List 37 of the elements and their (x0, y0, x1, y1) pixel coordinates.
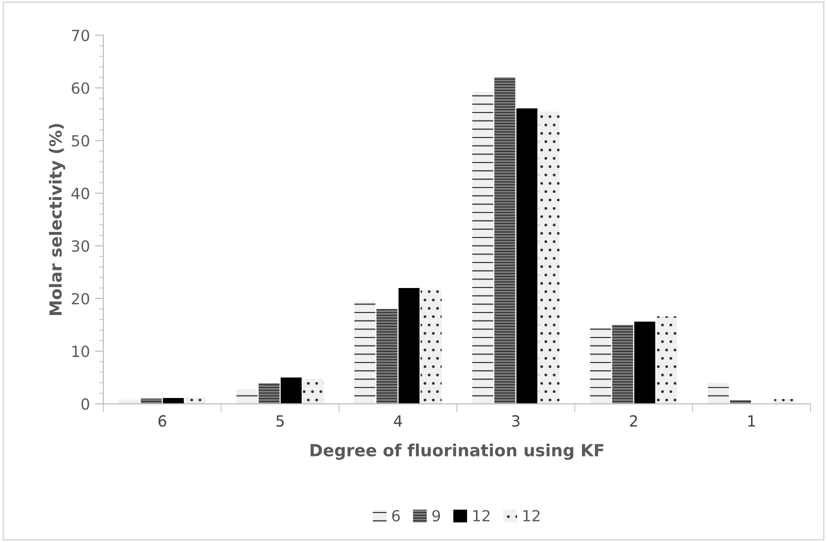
x-tick-label: 4 (394, 415, 402, 427)
legend-label: 6 (392, 510, 400, 522)
bar (494, 77, 516, 404)
bar (236, 389, 258, 404)
legend-label: 12 (523, 510, 540, 522)
bar (398, 288, 420, 404)
x-tick-label: 3 (512, 415, 520, 427)
x-tick-label: 1 (748, 415, 755, 427)
y-tick-label: 10 (72, 346, 90, 358)
y-tick-label: 70 (72, 30, 90, 42)
y-tick-label: 40 (71, 188, 90, 200)
bar (258, 383, 280, 404)
bar (634, 322, 656, 404)
y-tick-label: 30 (72, 240, 90, 252)
bar (538, 112, 560, 404)
bar (590, 328, 612, 404)
bar (280, 377, 302, 404)
legend-label: 9 (432, 510, 440, 522)
x-tick-label: 2 (630, 415, 638, 427)
bar (302, 379, 324, 404)
y-tick-label: 50 (72, 135, 90, 147)
bar (708, 382, 729, 404)
bar (354, 301, 376, 404)
bar (472, 92, 494, 404)
bar (516, 108, 538, 404)
x-tick-label: 6 (158, 415, 166, 427)
y-tick-label: 0 (81, 398, 90, 410)
legend-label: 12 (473, 510, 490, 522)
bar (376, 309, 398, 404)
y-tick-label: 60 (72, 82, 90, 94)
bar (420, 290, 442, 404)
x-axis-title: Degree of fluorination using KF (310, 444, 604, 460)
y-axis-title: Molar selectivity (%) (48, 124, 66, 315)
y-tick-label: 20 (72, 292, 90, 305)
bar (656, 316, 678, 404)
x-tick-label: 5 (276, 415, 284, 427)
bar (612, 324, 634, 404)
